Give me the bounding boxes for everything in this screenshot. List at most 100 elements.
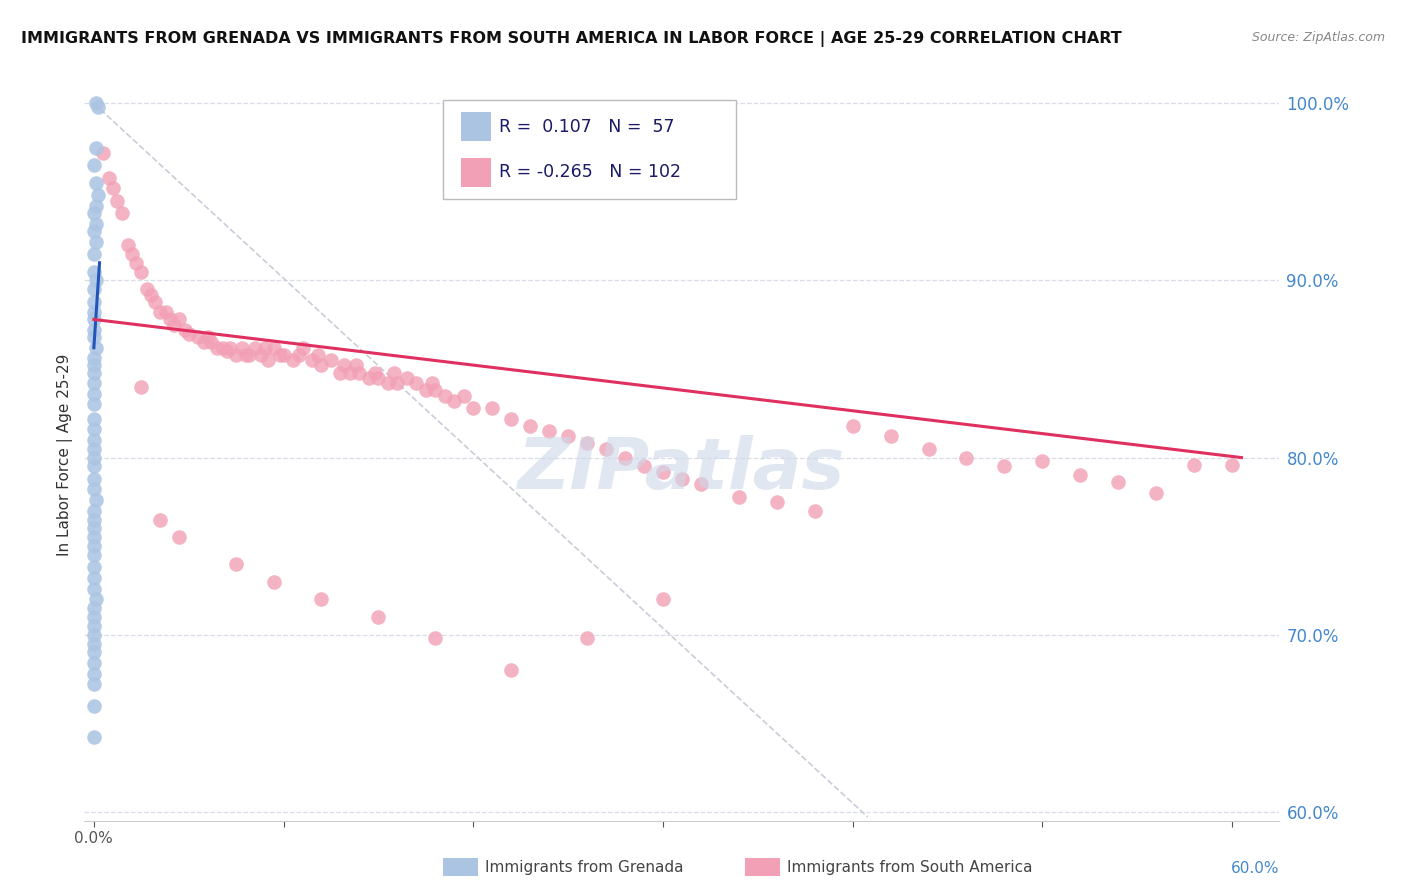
Point: [83, 483, 105, 497]
Point: [83, 330, 105, 344]
Point: [311, 592, 333, 607]
Point: [211, 341, 233, 355]
Point: [576, 436, 599, 450]
Point: [139, 287, 162, 301]
FancyBboxPatch shape: [443, 100, 735, 199]
Point: [83, 677, 105, 691]
Point: [307, 348, 329, 362]
FancyBboxPatch shape: [461, 112, 491, 141]
Point: [501, 411, 523, 425]
Point: [415, 384, 437, 398]
Point: [193, 335, 215, 350]
Point: [174, 323, 197, 337]
Point: [149, 305, 172, 319]
Point: [367, 371, 389, 385]
Point: [83, 422, 105, 436]
Point: [83, 411, 105, 425]
Point: [205, 341, 228, 355]
Point: [1144, 486, 1167, 500]
Point: [595, 442, 617, 456]
Point: [121, 247, 143, 261]
Point: [83, 366, 105, 380]
Point: [84, 217, 107, 231]
Point: [425, 384, 447, 398]
Point: [689, 477, 711, 491]
Point: [111, 206, 134, 220]
Point: [83, 560, 105, 574]
Text: Immigrants from South America: Immigrants from South America: [787, 861, 1033, 875]
Point: [83, 433, 105, 447]
Point: [420, 376, 443, 391]
Point: [841, 418, 863, 433]
Point: [83, 351, 105, 366]
Point: [84, 341, 107, 355]
Point: [281, 353, 304, 368]
Point: [167, 530, 190, 544]
Point: [143, 294, 166, 309]
Point: [269, 348, 291, 362]
Text: Source: ZipAtlas.com: Source: ZipAtlas.com: [1251, 31, 1385, 45]
Point: [443, 393, 465, 408]
Point: [83, 247, 105, 261]
Point: [83, 636, 105, 650]
Point: [955, 450, 977, 465]
Point: [993, 459, 1015, 474]
Point: [159, 312, 181, 326]
Point: [98, 170, 121, 185]
Point: [917, 442, 939, 456]
Point: [83, 698, 105, 713]
Point: [257, 353, 280, 368]
Point: [538, 424, 561, 438]
Point: [86, 188, 108, 202]
Point: [101, 181, 124, 195]
Point: [633, 459, 655, 474]
Point: [243, 341, 266, 355]
Point: [177, 326, 200, 341]
Point: [1069, 468, 1091, 483]
Point: [235, 348, 257, 362]
Point: [614, 450, 637, 465]
Point: [83, 731, 105, 745]
Point: [357, 371, 380, 385]
Point: [727, 490, 749, 504]
Point: [671, 472, 693, 486]
Point: [83, 619, 105, 633]
Point: [83, 666, 105, 681]
Point: [197, 330, 219, 344]
Point: [162, 318, 184, 332]
Point: [84, 273, 107, 287]
Point: [117, 238, 139, 252]
Point: [83, 530, 105, 544]
Point: [382, 366, 405, 380]
Point: [1107, 475, 1129, 490]
Point: [215, 344, 238, 359]
Text: Immigrants from Grenada: Immigrants from Grenada: [485, 861, 683, 875]
Point: [463, 401, 485, 415]
Point: [84, 493, 107, 508]
Text: IMMIGRANTS FROM GRENADA VS IMMIGRANTS FROM SOUTH AMERICA IN LABOR FORCE | AGE 25: IMMIGRANTS FROM GRENADA VS IMMIGRANTS FR…: [21, 31, 1122, 47]
Point: [83, 539, 105, 553]
Point: [219, 341, 242, 355]
Point: [84, 235, 107, 249]
Point: [83, 387, 105, 401]
Point: [83, 472, 105, 486]
Point: [225, 557, 247, 571]
Point: [83, 376, 105, 391]
Point: [803, 504, 825, 518]
Point: [83, 571, 105, 585]
Point: [395, 371, 418, 385]
Point: [225, 348, 247, 362]
Point: [1220, 458, 1243, 472]
Point: [83, 548, 105, 562]
Point: [83, 656, 105, 670]
Point: [83, 610, 105, 624]
Point: [83, 442, 105, 456]
Point: [405, 376, 427, 391]
Point: [83, 282, 105, 296]
Point: [576, 631, 599, 645]
Point: [301, 353, 323, 368]
Point: [367, 610, 389, 624]
Point: [83, 628, 105, 642]
Point: [84, 176, 107, 190]
Point: [83, 359, 105, 373]
